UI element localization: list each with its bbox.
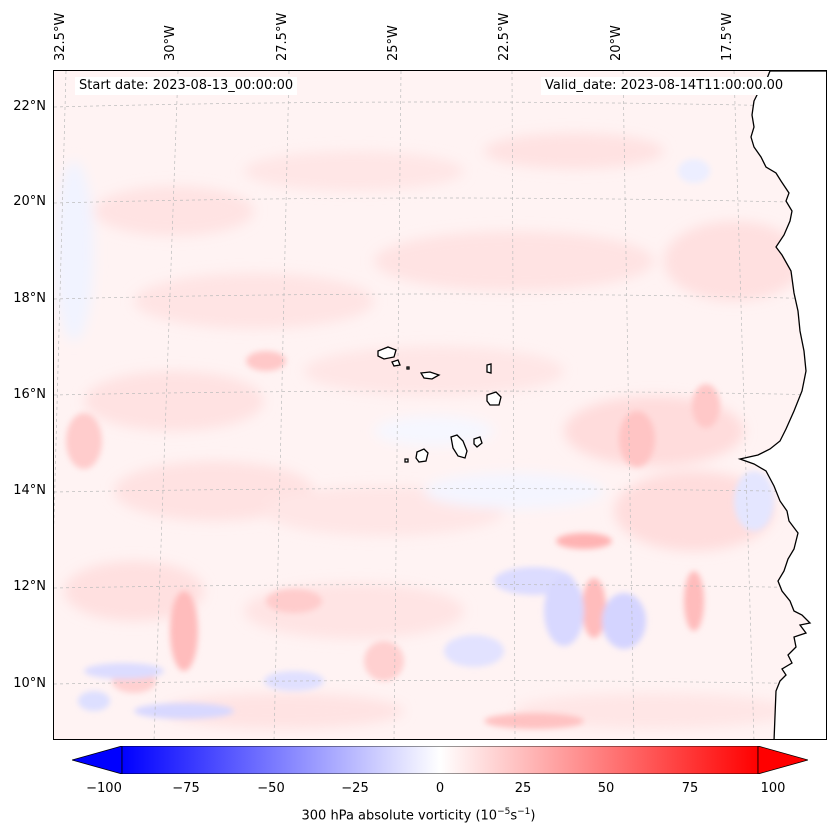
map-panel[interactable]: [53, 70, 827, 740]
lon-label-25w: 25°W: [386, 25, 401, 61]
lon-label-27-5w: 27.5°W: [275, 12, 290, 61]
cb-tick-75: 75: [681, 781, 699, 796]
africa-coastline: [737, 71, 826, 739]
lat-label-10n: 10°N: [13, 676, 46, 691]
cape-verde-islands: [377, 346, 502, 463]
cb-tick-m75: −75: [172, 781, 200, 796]
vorticity-field-map: [54, 71, 826, 739]
lat-label-14n: 14°N: [13, 483, 46, 498]
colorbar-extend-max: [757, 745, 810, 775]
lat-label-18n: 18°N: [13, 291, 46, 306]
cb-tick-0: 0: [435, 781, 445, 796]
colorbar: [70, 745, 810, 775]
cb-tick-50: 50: [597, 781, 615, 796]
graticule: [54, 71, 826, 739]
cb-tick-m50: −50: [257, 781, 285, 796]
colorbar-svg: [70, 745, 810, 775]
lon-label-30w: 30°W: [163, 25, 178, 61]
lon-label-22-5w: 22.5°W: [497, 12, 512, 61]
lat-label-22n: 22°N: [13, 99, 46, 114]
cb-tick-25: 25: [514, 781, 532, 796]
lat-label-12n: 12°N: [13, 579, 46, 594]
cb-tick-100: 100: [760, 781, 786, 796]
vorticity-blobs-detail: [66, 159, 774, 729]
lat-label-16n: 16°N: [13, 387, 46, 402]
lon-label-32-5w: 32.5°W: [53, 12, 68, 61]
cb-tick-m25: −25: [341, 781, 369, 796]
lat-label-20n: 20°N: [13, 194, 46, 209]
lon-label-17-5w: 17.5°W: [720, 12, 735, 61]
valid-date-label: Valid_date: 2023-08-14T11:00:00.00: [541, 77, 788, 95]
cb-tick-m100: −100: [86, 781, 122, 796]
lon-label-20w: 20°W: [609, 25, 624, 61]
start-date-label: Start date: 2023-08-13_00:00:00: [75, 77, 298, 95]
colorbar-extend-min: [70, 745, 123, 775]
colorbar-label: 300 hPa absolute vorticity (10−5s−1): [301, 807, 536, 824]
colorbar-gradient: [121, 745, 759, 775]
